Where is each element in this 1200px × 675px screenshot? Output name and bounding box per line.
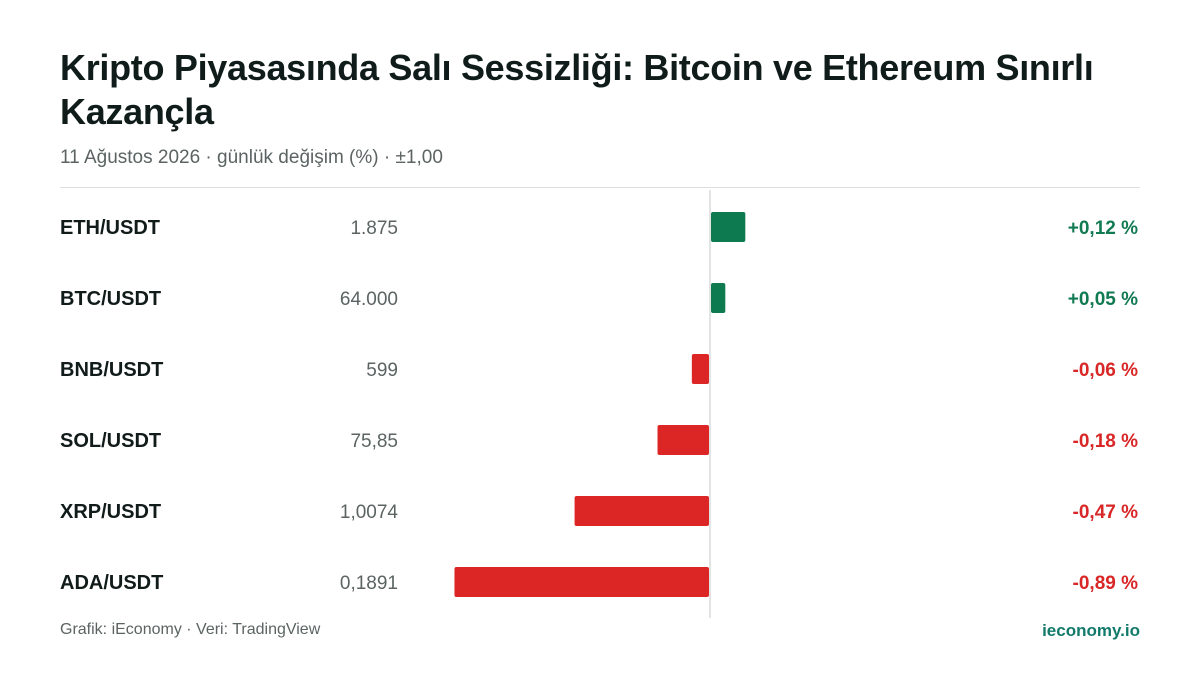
header-divider bbox=[60, 187, 1140, 188]
pair-label: ADA/USDT bbox=[60, 572, 163, 594]
price-label: 64.000 bbox=[340, 289, 398, 310]
value-label: -0,89 % bbox=[1073, 573, 1139, 594]
price-label: 75,85 bbox=[350, 431, 398, 452]
bar-chart: ETH/USDT 1.875 +0,12 % BTC/USDT 64.000 +0,05 … bbox=[60, 190, 1139, 618]
value-label: -0,18 % bbox=[1073, 431, 1139, 452]
pair-label: BNB/USDT bbox=[60, 359, 163, 381]
chart-subtitle: 11 Ağustos 2026 · günlük değişim (%) · ±… bbox=[60, 147, 443, 168]
pair-label: BTC/USDT bbox=[60, 288, 161, 310]
value-label: +0,12 % bbox=[1068, 218, 1138, 239]
price-label: 0,1891 bbox=[340, 573, 398, 594]
pair-label: ETH/USDT bbox=[60, 217, 160, 239]
price-label: 1,0074 bbox=[340, 502, 399, 523]
bar bbox=[657, 425, 709, 455]
footer-brand: ieconomy.io bbox=[1042, 621, 1140, 640]
bar bbox=[691, 354, 709, 384]
value-label: +0,05 % bbox=[1068, 289, 1138, 310]
bar bbox=[454, 567, 709, 597]
bar bbox=[711, 283, 726, 313]
pair-label: SOL/USDT bbox=[60, 430, 161, 452]
bar bbox=[574, 496, 709, 526]
value-label: -0,06 % bbox=[1073, 360, 1139, 381]
price-label: 1.875 bbox=[350, 218, 398, 239]
bar bbox=[711, 212, 746, 242]
chart-title: Kripto Piyasasında Salı Sessizliği: Bitc… bbox=[60, 47, 1094, 132]
pair-label: XRP/USDT bbox=[60, 501, 161, 523]
footer-credit: Grafik: iEconomy · Veri: TradingView bbox=[60, 621, 321, 638]
price-label: 599 bbox=[366, 360, 398, 381]
value-label: -0,47 % bbox=[1073, 502, 1139, 523]
